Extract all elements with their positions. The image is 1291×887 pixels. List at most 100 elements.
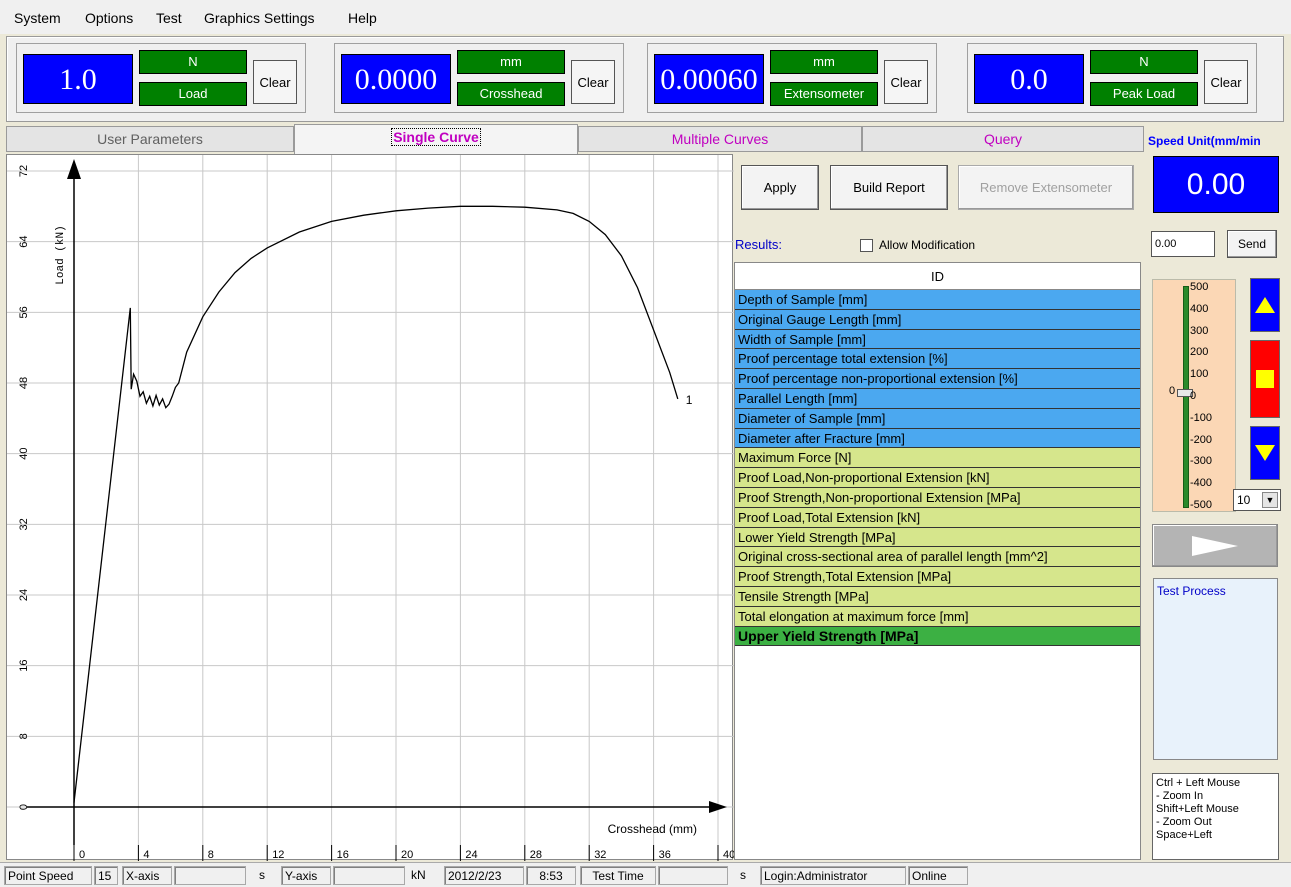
- extensometer-unit: mm: [770, 50, 878, 74]
- result-row[interactable]: Diameter after Fracture [mm]: [735, 428, 1140, 449]
- rate-select[interactable]: 10 ▼: [1233, 489, 1281, 511]
- tab-single-curve[interactable]: Single Curve: [294, 124, 578, 154]
- result-row[interactable]: Proof Strength,Non-proportional Extensio…: [735, 487, 1140, 508]
- allow-modification-label: Allow Modification: [879, 238, 976, 252]
- speed-slider-panel: 0 500 400 300 200 100 0 -100 -200 -300 -400 -500: [1152, 279, 1236, 512]
- load-clear-button[interactable]: Clear: [253, 60, 297, 104]
- extensometer-value: 0.00060: [654, 54, 764, 104]
- x-tick-label: 32: [594, 849, 606, 861]
- result-row[interactable]: Original Gauge Length [mm]: [735, 309, 1140, 330]
- jog-down-button[interactable]: [1250, 426, 1280, 480]
- start-button[interactable]: [1152, 524, 1278, 567]
- menu-system[interactable]: System: [14, 10, 61, 26]
- help-line: Shift+Left Mouse: [1156, 803, 1239, 815]
- load-crosshead-chart[interactable]: 0 4 8 12 16 20 24 28 32 36 40081624324048566472Cro…: [7, 155, 734, 861]
- load-curve: [73, 205, 679, 803]
- load-unit: N: [139, 50, 247, 74]
- result-row[interactable]: Parallel Length [mm]: [735, 388, 1140, 409]
- help-line: - Zoom Out: [1156, 816, 1212, 828]
- slider-tick-label: 500: [1190, 281, 1209, 293]
- speed-slider-thumb[interactable]: [1177, 389, 1193, 397]
- x-axis-label: X-axis: [122, 866, 172, 885]
- stop-button[interactable]: [1250, 340, 1280, 418]
- slider-zero-marker: 0: [1169, 385, 1176, 397]
- load-readout: 1.0 N Load Clear: [16, 43, 306, 113]
- help-line: - Zoom In: [1156, 790, 1204, 802]
- test-process-label: Test Process: [1157, 584, 1226, 598]
- peak-load-clear-button[interactable]: Clear: [1204, 60, 1248, 104]
- play-arrow-icon: [1192, 535, 1238, 556]
- y-tick-label: 64: [18, 236, 30, 248]
- login-status: Login:Administrator: [760, 866, 906, 885]
- y-tick-label: 48: [18, 377, 30, 389]
- crosshead-unit: mm: [457, 50, 565, 74]
- y-tick-label: 32: [18, 518, 30, 530]
- x-axis-title: Crosshead (mm): [608, 822, 697, 836]
- speed-slider-track[interactable]: [1183, 286, 1189, 508]
- speed-input[interactable]: [1151, 231, 1215, 257]
- crosshead-clear-button[interactable]: Clear: [571, 60, 615, 104]
- result-row[interactable]: Total elongation at maximum force [mm]: [735, 606, 1140, 627]
- x-tick-label: 12: [272, 849, 284, 861]
- crosshead-label: Crosshead: [457, 82, 565, 106]
- build-report-button[interactable]: Build Report: [830, 165, 948, 210]
- result-row[interactable]: Maximum Force [N]: [735, 448, 1140, 469]
- result-row[interactable]: Upper Yield Strength [MPa]: [735, 626, 1140, 647]
- peak-load-value: 0.0: [974, 54, 1084, 104]
- x-tick-label: 40: [723, 849, 734, 861]
- y-tick-label: 0: [18, 804, 30, 810]
- result-row[interactable]: Original cross-sectional area of paralle…: [735, 547, 1140, 568]
- result-row[interactable]: Proof percentage non-proportional extens…: [735, 369, 1140, 389]
- x-axis-arrow: [709, 801, 727, 813]
- result-row[interactable]: Width of Sample [mm]: [735, 329, 1140, 350]
- test-time-value: [658, 866, 728, 885]
- crosshead-value: 0.0000: [341, 54, 451, 104]
- tab-single-curve-label: Single Curve: [391, 128, 481, 146]
- results-header: ID: [735, 263, 1140, 290]
- slider-tick-label: -500: [1190, 499, 1213, 511]
- result-row[interactable]: Proof Strength,Total Extension [MPa]: [735, 567, 1140, 587]
- readout-panel: 1.0 N Load Clear 0.0000 mm Crosshead Cle…: [6, 36, 1284, 122]
- x-tick-label: 0: [79, 849, 85, 861]
- test-time-unit: s: [740, 868, 746, 882]
- tab-user-parameters[interactable]: User Parameters: [6, 126, 294, 152]
- y-tick-label: 56: [18, 306, 30, 318]
- remove-extensometer-button[interactable]: Remove Extensometer: [958, 165, 1134, 210]
- result-row[interactable]: Tensile Strength [MPa]: [735, 586, 1140, 607]
- slider-tick-label: 200: [1190, 346, 1209, 359]
- x-tick-label: 16: [337, 849, 349, 861]
- curve-label: 1: [686, 393, 693, 407]
- apply-button[interactable]: Apply: [741, 165, 819, 210]
- result-row[interactable]: Proof Load,Total Extension [kN]: [735, 507, 1140, 528]
- checkbox-box[interactable]: [860, 238, 873, 252]
- y-tick-label: 16: [18, 660, 30, 672]
- jog-up-button[interactable]: [1250, 278, 1280, 332]
- menu-help[interactable]: Help: [348, 10, 377, 26]
- point-speed-label: Point Speed: [4, 866, 92, 885]
- menu-graphics-settings[interactable]: Graphics Settings: [204, 10, 315, 26]
- tab-query[interactable]: Query: [862, 126, 1144, 152]
- result-row[interactable]: Proof Load,Non-proportional Extension [k…: [735, 468, 1140, 488]
- menu-test[interactable]: Test: [156, 10, 182, 26]
- extensometer-clear-button[interactable]: Clear: [884, 60, 928, 104]
- chart-area[interactable]: 0 4 8 12 16 20 24 28 32 36 40 0 8 16 24 32 40 48 56 64 72 Cro…: [6, 154, 734, 861]
- slider-tick-label: 300: [1190, 324, 1209, 337]
- up-arrow-icon: [1255, 297, 1275, 313]
- x-tick-label: 28: [530, 849, 542, 861]
- chevron-down-icon[interactable]: ▼: [1262, 492, 1278, 508]
- result-row[interactable]: Lower Yield Strength [MPa]: [735, 527, 1140, 548]
- allow-modification-checkbox[interactable]: Allow Modification: [860, 238, 975, 252]
- result-row[interactable]: Depth of Sample [mm]: [735, 290, 1140, 310]
- stop-square-icon: [1256, 370, 1274, 388]
- tab-multiple-curves[interactable]: Multiple Curves: [578, 126, 862, 152]
- peak-load-unit: N: [1090, 50, 1198, 74]
- rate-value: 10: [1237, 493, 1251, 507]
- result-row[interactable]: Diameter of Sample [mm]: [735, 408, 1140, 429]
- menu-options[interactable]: Options: [85, 10, 134, 26]
- y-axis-arrow: [67, 159, 81, 179]
- y-tick-label: 40: [18, 448, 30, 460]
- result-row[interactable]: Proof percentage total extension [%]: [735, 349, 1140, 370]
- y-tick-label: 24: [18, 589, 30, 601]
- peak-load-label: Peak Load: [1090, 82, 1198, 106]
- send-button[interactable]: Send: [1227, 230, 1277, 258]
